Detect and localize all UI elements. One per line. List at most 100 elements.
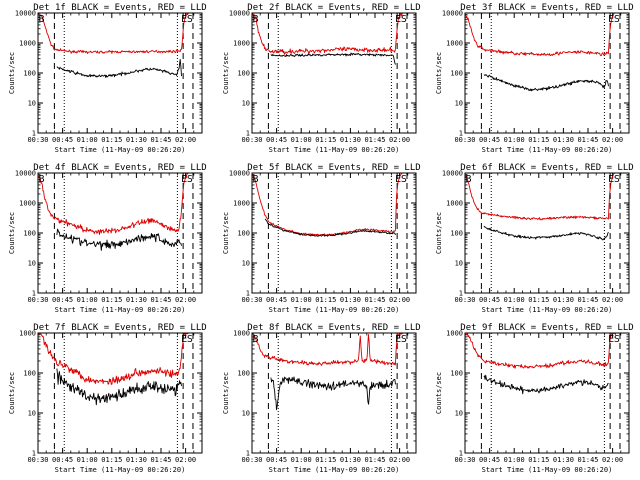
series-line-events — [56, 58, 182, 78]
x-tick-label: 00:45 — [479, 296, 500, 304]
marker-label: E — [608, 174, 614, 185]
x-tick-label: 00:45 — [479, 456, 500, 464]
series-line-events — [56, 228, 182, 251]
y-tick-label: 10 — [242, 410, 250, 418]
y-tick-label: 10000 — [229, 10, 250, 18]
x-tick-label: 01:45 — [150, 456, 171, 464]
x-tick-label: 02:00 — [389, 296, 410, 304]
marker-label: S — [401, 14, 407, 25]
y-tick-label: 10 — [242, 100, 250, 108]
y-tick-label: 1 — [246, 130, 250, 138]
panel-7: Det 7f BLACK = Events, RED = LLD 1 10 100 10… — [8, 323, 207, 474]
series-line-events — [483, 374, 609, 395]
panel-title: Det 7f BLACK = Events, RED = LLD — [33, 323, 206, 333]
marker-label: E — [181, 14, 187, 25]
y-tick-label: 10 — [455, 260, 463, 268]
x-tick-label: 01:15 — [101, 136, 122, 144]
x-axis-label: Start Time (11-May-09 00:26:20) — [482, 466, 613, 474]
x-tick-label: 01:45 — [364, 136, 385, 144]
y-tick-label: 10000 — [15, 10, 36, 18]
x-tick-label: 00:30 — [241, 296, 262, 304]
x-tick-label: 01:45 — [577, 456, 598, 464]
series-line-events — [264, 218, 396, 237]
y-tick-label: 1000 — [446, 40, 463, 48]
x-tick-label: 01:45 — [364, 456, 385, 464]
plot-frame — [37, 172, 203, 294]
y-tick-label: 1 — [32, 290, 36, 298]
series-line-lld — [37, 332, 189, 385]
marker-label: S — [401, 174, 407, 185]
x-tick-label: 01:15 — [101, 296, 122, 304]
x-axis-label: Start Time (11-May-09 00:26:20) — [55, 466, 186, 474]
x-tick-label: 01:00 — [504, 456, 525, 464]
x-tick-label: 00:30 — [454, 456, 475, 464]
y-tick-label: 100 — [237, 70, 250, 78]
y-tick-label: 1 — [459, 290, 463, 298]
x-axis-label: Start Time (11-May-09 00:26:20) — [482, 306, 613, 314]
x-tick-label: 00:45 — [266, 136, 287, 144]
x-axis-label: Start Time (11-May-09 00:26:20) — [482, 146, 613, 154]
x-tick-label: 01:45 — [364, 296, 385, 304]
x-axis-label: Start Time (11-May-09 00:26:20) — [269, 146, 400, 154]
y-tick-label: 1000 — [446, 330, 463, 338]
y-tick-label: 10 — [242, 260, 250, 268]
plot-frame — [251, 172, 417, 294]
marker-label: E — [395, 14, 401, 25]
x-tick-label: 00:30 — [27, 456, 48, 464]
y-tick-label: 1000 — [233, 200, 250, 208]
marker-label: E — [608, 14, 614, 25]
marker-label: S — [187, 334, 193, 345]
y-tick-label: 10000 — [442, 170, 463, 178]
y-tick-label: 100 — [237, 230, 250, 238]
marker-label: B — [252, 14, 258, 25]
y-tick-label: 10 — [455, 410, 463, 418]
x-tick-label: 01:00 — [504, 136, 525, 144]
y-tick-label: 10000 — [229, 170, 250, 178]
series-line-lld — [251, 12, 404, 55]
x-tick-label: 01:15 — [528, 296, 549, 304]
panel-5: Det 5f BLACK = Events, RED = LLD 1 10 100 10… — [222, 163, 421, 314]
x-tick-label: 00:30 — [454, 296, 475, 304]
x-axis-label: Start Time (11-May-09 00:26:20) — [269, 306, 400, 314]
marker-label: S — [401, 334, 407, 345]
series-line-lld — [37, 172, 189, 236]
y-tick-label: 1 — [32, 130, 36, 138]
marker-label: S — [187, 14, 193, 25]
x-tick-label: 01:15 — [528, 456, 549, 464]
x-tick-label: 01:30 — [126, 456, 147, 464]
y-tick-label: 10000 — [442, 10, 463, 18]
marker-label: E — [608, 334, 614, 345]
x-tick-label: 01:45 — [577, 136, 598, 144]
marker-label: S — [614, 174, 620, 185]
x-tick-label: 01:15 — [315, 136, 336, 144]
series-line-events — [56, 368, 182, 406]
x-tick-label: 01:00 — [77, 136, 98, 144]
x-tick-label: 01:30 — [126, 296, 147, 304]
y-tick-label: 1000 — [446, 200, 463, 208]
panel-title: Det 3f BLACK = Events, RED = LLD — [460, 3, 633, 13]
panel-9: Det 9f BLACK = Events, RED = LLD 1 10 100 10… — [435, 323, 634, 474]
y-tick-label: 100 — [450, 370, 463, 378]
x-tick-label: 00:45 — [479, 136, 500, 144]
panel-title: Det 5f BLACK = Events, RED = LLD — [247, 163, 420, 173]
y-tick-label: 10 — [28, 410, 36, 418]
y-tick-label: 1 — [246, 450, 250, 458]
y-axis-label: Counts/sec — [435, 52, 443, 94]
x-tick-label: 01:45 — [577, 296, 598, 304]
y-tick-label: 1000 — [233, 40, 250, 48]
y-tick-label: 10000 — [15, 170, 36, 178]
x-tick-label: 00:45 — [266, 296, 287, 304]
x-tick-label: 00:45 — [52, 456, 73, 464]
plot-frame — [251, 12, 417, 134]
y-axis-label: Counts/sec — [222, 52, 230, 94]
series-line-events — [270, 52, 396, 65]
series-line-events — [270, 376, 396, 411]
x-tick-label: 01:00 — [291, 296, 312, 304]
series-line-lld — [464, 332, 617, 369]
y-axis-label: Counts/sec — [222, 212, 230, 254]
x-tick-label: 02:00 — [389, 136, 410, 144]
y-tick-label: 1000 — [19, 330, 36, 338]
panel-3: Det 3f BLACK = Events, RED = LLD 1 10 100 10… — [435, 3, 634, 154]
panel-title: Det 1f BLACK = Events, RED = LLD — [33, 3, 206, 13]
